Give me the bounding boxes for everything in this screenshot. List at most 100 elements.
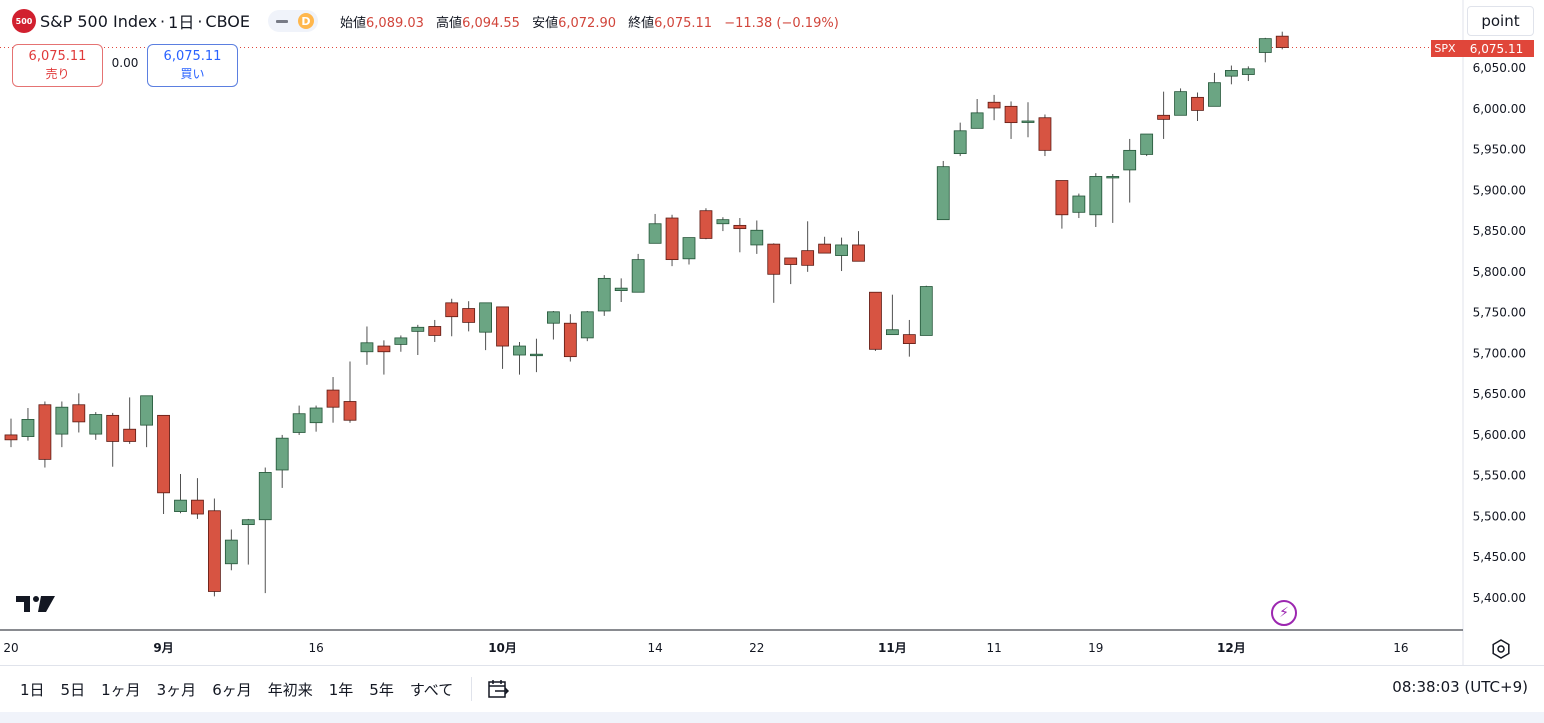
candle [784, 257, 798, 265]
low-value: 6,072.90 [558, 15, 616, 31]
candle [767, 243, 781, 275]
data-status-badge: D [298, 13, 314, 29]
candle [597, 277, 611, 312]
candle [292, 413, 306, 433]
candle [513, 345, 526, 356]
point-button[interactable]: point [1467, 6, 1534, 36]
range-1y-button[interactable]: 1年 [328, 680, 354, 699]
candle [1275, 35, 1289, 48]
lightning-icon[interactable]: ⚡ [1271, 600, 1297, 626]
range-1m-button[interactable]: 1ヶ月 [101, 680, 141, 699]
candle [716, 219, 730, 225]
candle [1140, 133, 1154, 155]
candle [140, 395, 154, 426]
open-value: 6,089.03 [366, 15, 424, 31]
settings-gear-icon[interactable] [1490, 638, 1512, 660]
sell-button[interactable]: 6,075.11 売り [12, 44, 103, 87]
candle [360, 342, 374, 353]
buy-button[interactable]: 6,075.11 買い [147, 44, 238, 87]
candle [241, 519, 255, 526]
time-tick-label: 11月 [878, 641, 907, 655]
candle [987, 101, 1001, 109]
candle [953, 130, 967, 155]
candle [1106, 176, 1120, 179]
candle [496, 306, 509, 347]
time-tick-label: 11 [986, 641, 1001, 655]
symbol-name[interactable]: S&P 500 Index [40, 11, 158, 31]
sell-price: 6,075.11 [28, 49, 87, 64]
candle [157, 414, 170, 494]
candle [563, 322, 577, 358]
range-5d-button[interactable]: 5日 [60, 680, 86, 699]
candle [207, 510, 221, 592]
candle [55, 406, 69, 435]
candle [733, 224, 747, 230]
range-5y-button[interactable]: 5年 [369, 680, 394, 699]
price-tick-label: 5,850.00 [1473, 224, 1526, 238]
candle [1157, 114, 1170, 120]
candle [1225, 70, 1238, 77]
candle [445, 302, 459, 318]
range-all-button[interactable]: すべて [409, 680, 454, 699]
price-tick-label: 5,400.00 [1473, 591, 1526, 605]
candle [394, 337, 408, 345]
range-3m-button[interactable]: 3ヶ月 [156, 680, 197, 699]
candle [428, 326, 442, 336]
candle [936, 166, 950, 221]
candle [224, 539, 238, 565]
spread-value: 0.00 [111, 56, 139, 70]
candle [1089, 176, 1103, 216]
price-tick-label: 6,050.00 [1473, 61, 1526, 75]
candle [835, 244, 848, 256]
price-tick-label: 5,550.00 [1473, 469, 1526, 483]
time-tick-label: 14 [647, 641, 662, 655]
range-6m-button[interactable]: 6ヶ月 [212, 680, 252, 699]
close-value: 6,075.11 [654, 15, 713, 31]
exchange-label: CBOE [205, 11, 250, 31]
open-label: 始値 [340, 15, 367, 31]
time-tick-label: 12月 [1217, 641, 1246, 655]
candle [614, 287, 628, 291]
time-axis[interactable]: 20 9月 16 10月 14 22 11月 11 19 12月 16 [3, 641, 1408, 655]
price-tick-label: 5,900.00 [1473, 183, 1526, 197]
go-to-date-calendar-icon[interactable] [486, 677, 510, 701]
candle [462, 308, 476, 323]
market-status-toggle[interactable]: D [268, 10, 318, 32]
candle [1208, 82, 1221, 107]
candle [1241, 68, 1255, 75]
price-tick-label: 6,000.00 [1473, 102, 1526, 116]
candle [580, 311, 594, 339]
price-tick-label: 5,750.00 [1473, 306, 1526, 320]
candle [1123, 149, 1137, 171]
last-price-symbol-tag: SPX [1431, 40, 1459, 57]
price-tick-label: 5,450.00 [1473, 550, 1526, 564]
candle [852, 244, 865, 262]
clock-timezone[interactable]: 08:38:03 (UTC+9) [1392, 678, 1528, 696]
price-chart[interactable]: 5,400.00 5,450.00 5,500.00 5,550.00 5,600.00… [0, 0, 1544, 665]
candle [547, 311, 560, 324]
time-tick-label: 16 [308, 641, 323, 655]
range-1d-button[interactable]: 1日 [20, 680, 45, 699]
separator-dot: · [160, 11, 166, 31]
candle [919, 286, 933, 336]
candle [123, 428, 137, 442]
candle [631, 259, 645, 293]
candle [191, 499, 204, 515]
range-ytd-button[interactable]: 年初来 [267, 680, 313, 699]
change-value: −11.38 (−0.19%) [724, 15, 839, 31]
candle [648, 223, 662, 244]
interval-label[interactable]: 1日 [168, 13, 195, 32]
symbol-header: 500 S&P 500 Index · 1日 · CBOE D 始値6,089.… [12, 9, 839, 33]
buy-label: 買い [180, 67, 205, 81]
candle [818, 243, 831, 254]
candle [309, 407, 323, 424]
price-axis[interactable]: 5,400.00 5,450.00 5,500.00 5,550.00 5,600.00… [1473, 61, 1526, 605]
candle [72, 404, 86, 423]
candle [377, 345, 391, 353]
candle [665, 217, 679, 261]
price-tick-label: 5,700.00 [1473, 346, 1526, 360]
tradingview-logo-icon[interactable] [16, 594, 56, 614]
candle [869, 291, 882, 350]
candle [21, 419, 35, 437]
last-price-tag: 6,075.11 [1459, 40, 1534, 57]
